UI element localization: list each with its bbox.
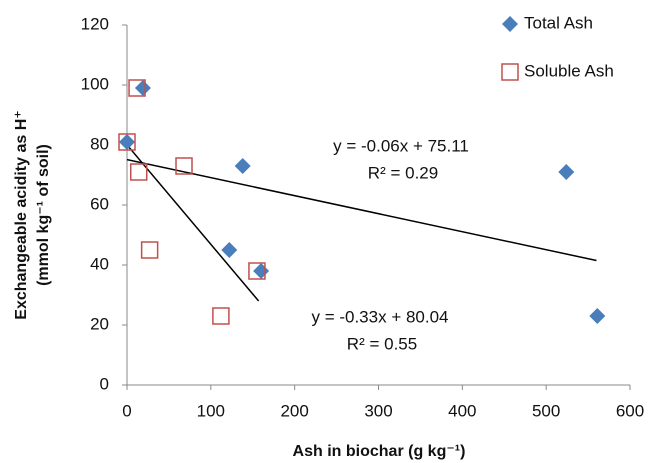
point [140,241,159,259]
legend-label: Total Ash [524,13,593,32]
y-tick-label: 100 [81,74,109,93]
point [128,79,146,97]
legend-marker [501,63,519,81]
y-axis-title: (mmol kg⁻¹ of soil) [35,144,52,286]
x-tick-label: 300 [364,401,392,420]
y-tick-label: 0 [100,374,109,393]
point [118,133,136,151]
trendline [126,144,260,302]
y-axis-title: Exchangeable acidity as H⁺ [13,110,30,319]
y-tick-label: 20 [90,314,109,333]
point [253,263,270,279]
point [221,242,238,258]
point [558,164,575,180]
point [234,158,251,174]
legend-marker [502,16,518,32]
x-axis-title: Ash in biochar (g kg⁻¹) [293,443,466,460]
x-tick-label: 400 [448,401,476,420]
point [119,134,135,150]
point [129,163,148,181]
trendline-equation: y = -0.06x + 75.11 [333,136,469,155]
legend-label: Soluble Ash [524,61,614,80]
x-tick-label: 100 [197,401,225,420]
y-tick-label: 80 [90,134,109,153]
x-tick-label: 0 [122,401,131,420]
y-tick-label: 60 [90,194,109,213]
point [248,262,266,280]
x-tick-label: 200 [280,401,308,420]
y-tick-label: 40 [90,254,109,273]
y-tick-label: 120 [81,14,109,33]
point [134,80,151,96]
point [212,307,230,325]
x-tick-label: 500 [532,401,560,420]
point [175,157,193,175]
x-tick-label: 600 [616,401,644,420]
point [589,308,606,324]
trendline [126,158,597,262]
trendline-equation: y = -0.33x + 80.04 [311,307,448,326]
trendline-r2: R² = 0.55 [347,334,417,353]
trendline-r2: R² = 0.29 [368,163,438,182]
